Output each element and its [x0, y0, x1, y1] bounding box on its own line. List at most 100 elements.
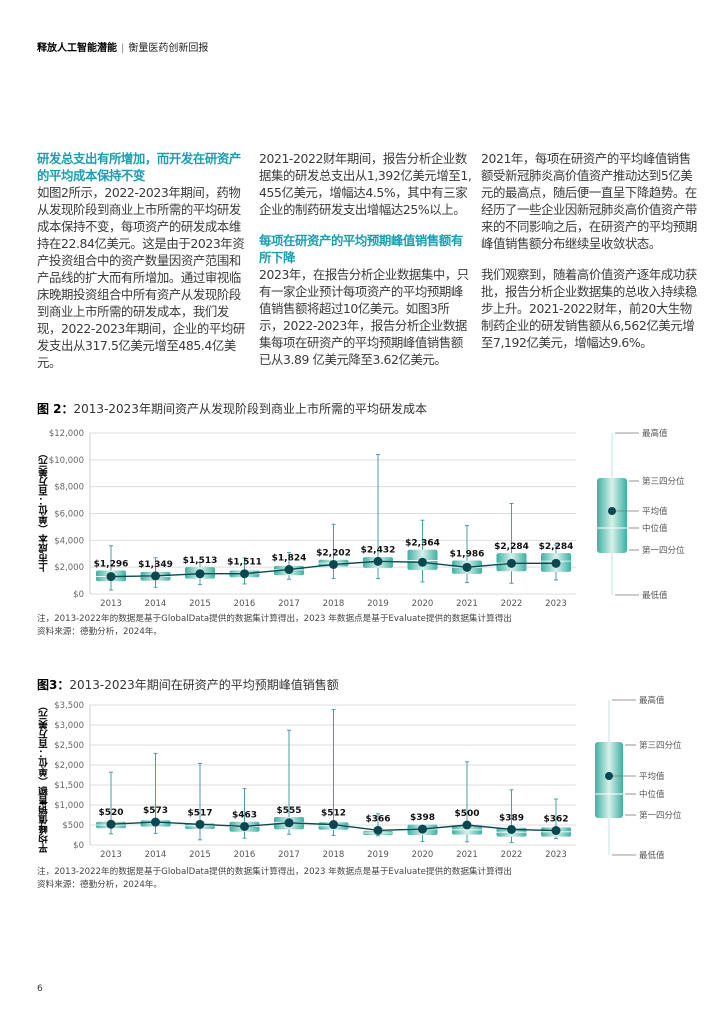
y-tick-label: $2,500 [54, 741, 84, 751]
figure-3-caption: 2013-2023年期间在研资产的平均预期峰值销售额 [69, 678, 339, 692]
section-heading-rd-cost: 研发总支出有所增加，而开发在研资产的平均成本保持不变 [37, 151, 241, 183]
y-tick-label: $3,000 [54, 721, 84, 731]
mean-point [373, 556, 383, 566]
paragraph: 2021年，每项在研资产的平均峰值销售额受新冠肺炎高价值资产推动达到5亿美元的最… [481, 151, 697, 251]
mean-data-label: $1,511 [227, 558, 262, 568]
figure-2-caption: 2013-2023年期间资产从发现阶段到商业上市所需的平均研发成本 [73, 402, 427, 416]
x-tick-label: 2018 [323, 850, 345, 860]
mean-point [151, 817, 160, 827]
figure-2-notes: 注，2013-2022年的数据是基于GlobalData提供的数据集计算得出，2… [37, 613, 512, 639]
mean-data-label: $366 [365, 814, 390, 824]
y-tick-label: $2,000 [54, 563, 84, 573]
section-heading-peak-sales: 每项在研资产的平均预期峰值销售额有所下降 [259, 233, 463, 265]
y-tick-label: $12,000 [49, 429, 84, 439]
x-tick-label: 2021 [456, 850, 478, 860]
x-tick-label: 2017 [278, 599, 300, 609]
x-tick-label: 2015 [189, 599, 211, 609]
mean-data-label: $1,296 [94, 560, 129, 570]
mean-data-label: $1,349 [138, 560, 173, 570]
legend-mean-point [605, 772, 613, 780]
legend-label-median: 中位值 [639, 789, 665, 800]
mean-data-label: $512 [321, 809, 346, 819]
x-tick-label: 2017 [278, 850, 300, 860]
y-tick-label: $8,000 [54, 483, 84, 493]
mean-point [507, 824, 516, 834]
report-subtitle: 衡量医药创新回报 [128, 43, 209, 54]
legend-label-median: 中位值 [642, 523, 668, 534]
mean-point [551, 826, 561, 836]
header-separator: | [121, 43, 125, 54]
mean-data-label: $463 [232, 810, 257, 820]
paragraph: 2023年，在报告分析企业数据集中，只有一家企业预计每项资产的平均预期峰值销售额… [259, 267, 469, 367]
mean-point [240, 821, 249, 831]
mean-data-label: $573 [143, 806, 168, 816]
y-tick-label: $0 [73, 590, 84, 600]
y-tick-label: $2,000 [54, 761, 84, 771]
mean-point [106, 819, 116, 829]
text-column-3: 2021年，每项在研资产的平均峰值销售额受新冠肺炎高价值资产推动达到5亿美元的最… [481, 150, 699, 365]
x-tick-label: 2014 [145, 599, 167, 609]
mean-point [418, 557, 427, 567]
figure-3-label: 图3： [37, 678, 70, 692]
mean-point [329, 559, 338, 569]
mean-point [151, 571, 160, 581]
mean-point [462, 820, 472, 830]
text-column-1: 研发总支出有所增加，而开发在研资产的平均成本保持不变 如图2所示，2022-20… [37, 150, 249, 385]
text-column-2: 2021-2022财年期间，报告分析企业数据集的研发总支出从1,392亿美元增至… [259, 150, 473, 382]
x-tick-label: 2018 [323, 599, 345, 609]
paragraph: 2021-2022财年期间，报告分析企业数据集的研发总支出从1,392亿美元增至… [259, 151, 472, 217]
y-tick-label: $1,000 [54, 801, 84, 811]
mean-data-label: $2,284 [539, 542, 574, 552]
x-tick-label: 2014 [145, 850, 167, 860]
mean-data-label: $2,284 [494, 542, 529, 552]
x-tick-label: 2023 [545, 599, 567, 609]
x-tick-label: 2020 [412, 599, 434, 609]
legend-label-mean: 平均值 [639, 771, 665, 782]
figure-2-title: 图 2：2013-2023年期间资产从发现阶段到商业上市所需的平均研发成本 [37, 400, 427, 417]
mean-data-label: $520 [98, 808, 123, 818]
x-tick-label: 2022 [501, 599, 523, 609]
legend-label-max: 最高值 [639, 695, 665, 706]
running-header: 释放人工智能潜能 | 衡量医药创新回报 [37, 39, 208, 54]
x-tick-label: 2019 [367, 599, 389, 609]
legend-label-min: 最低值 [642, 590, 668, 601]
y-tick-label: $4,000 [54, 536, 84, 546]
paragraph: 如图2所示，2022-2023年期间，药物从发现阶段到商业上市所需的平均研发成本… [37, 185, 245, 370]
mean-point [418, 824, 427, 834]
legend-mean-point [608, 507, 616, 515]
x-tick-label: 2023 [545, 850, 567, 860]
y-tick-label: $1,500 [54, 781, 84, 791]
mean-point [284, 565, 294, 575]
mean-point [106, 572, 116, 582]
mean-point [373, 825, 383, 835]
y-tick-label: $10,000 [49, 456, 84, 466]
legend-label-q3: 第三四分位 [642, 476, 685, 487]
y-tick-label: $3,500 [54, 701, 84, 711]
legend-label-q1: 第一四分位 [642, 545, 685, 556]
figure-2-note: 注，2013-2022年的数据是基于GlobalData提供的数据集计算得出，2… [37, 614, 512, 624]
mean-data-label: $362 [543, 815, 568, 825]
mean-point [284, 818, 294, 828]
mean-point [551, 558, 561, 568]
mean-data-label: $2,364 [405, 539, 440, 549]
legend-box [597, 478, 627, 553]
figure-2-label: 图 2： [37, 402, 74, 416]
mean-point [195, 569, 205, 579]
legend-label-min: 最低值 [639, 850, 665, 861]
mean-data-label: $2,432 [361, 545, 396, 555]
legend-label-max: 最高值 [642, 428, 668, 439]
x-tick-label: 2013 [100, 850, 122, 860]
x-tick-label: 2022 [501, 850, 523, 860]
mean-data-label: $1,824 [272, 554, 307, 564]
x-tick-label: 2021 [456, 599, 478, 609]
x-tick-label: 2019 [367, 850, 389, 860]
figure-2-source: 资料来源：德勤分析，2024年。 [37, 627, 162, 637]
report-series-title: 释放人工智能潜能 [37, 43, 117, 54]
y-tick-label: $0 [73, 841, 84, 851]
mean-data-label: $517 [187, 808, 212, 818]
mean-data-label: $1,513 [183, 556, 218, 566]
y-tick-label: $6,000 [54, 510, 84, 520]
mean-data-label: $389 [499, 813, 524, 823]
